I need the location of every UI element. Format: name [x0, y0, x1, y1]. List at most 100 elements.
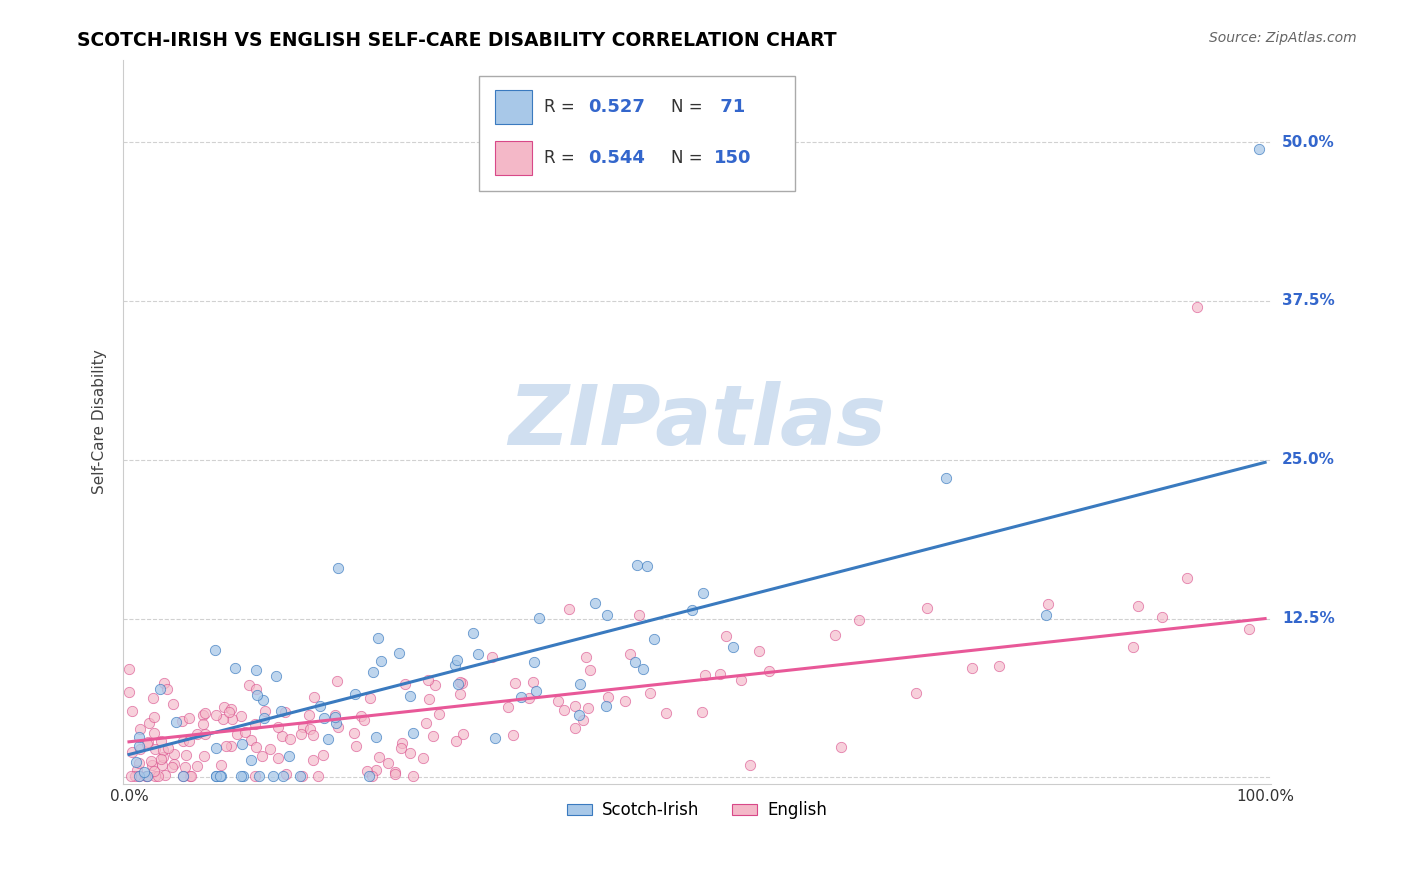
Point	[128, 730, 150, 744]
Point	[325, 709, 347, 723]
Point	[267, 751, 290, 765]
Point	[596, 607, 619, 622]
Point	[174, 748, 197, 763]
Point	[447, 677, 470, 691]
Point	[595, 699, 617, 714]
Point	[1249, 142, 1271, 156]
Point	[152, 676, 174, 690]
Point	[353, 713, 375, 727]
Point	[423, 678, 446, 692]
Point	[204, 707, 226, 722]
Point	[205, 769, 228, 783]
Point	[366, 763, 388, 777]
Point	[262, 769, 284, 783]
Point	[150, 751, 173, 765]
Point	[128, 739, 150, 754]
Point	[387, 646, 409, 660]
Point	[250, 748, 273, 763]
Point	[245, 716, 267, 731]
Point	[124, 769, 146, 783]
Point	[121, 745, 143, 759]
Point	[253, 711, 276, 725]
Text: 37.5%: 37.5%	[1282, 293, 1334, 309]
Point	[449, 687, 471, 701]
Point	[225, 726, 247, 740]
Point	[357, 769, 380, 783]
Text: 150: 150	[714, 149, 752, 167]
Point	[177, 734, 200, 748]
Point	[193, 707, 215, 722]
Point	[193, 726, 215, 740]
Point	[172, 734, 194, 748]
Point	[412, 750, 434, 764]
Point	[143, 769, 166, 783]
Point	[446, 653, 468, 667]
Point	[302, 690, 325, 704]
Point	[1237, 622, 1260, 636]
Point	[391, 741, 413, 756]
Point	[163, 757, 186, 772]
Point	[246, 688, 269, 702]
Y-axis label: Self-Care Disability: Self-Care Disability	[93, 350, 107, 494]
Point	[218, 705, 240, 719]
Point	[271, 729, 294, 743]
Point	[274, 705, 297, 719]
Point	[444, 658, 467, 673]
Point	[259, 741, 281, 756]
Point	[120, 769, 142, 783]
Point	[415, 716, 437, 731]
Point	[427, 707, 450, 722]
Point	[245, 663, 267, 677]
Point	[422, 729, 444, 743]
Point	[186, 727, 208, 741]
Point	[623, 655, 645, 669]
Point	[205, 740, 228, 755]
Point	[254, 704, 277, 718]
Point	[1152, 610, 1174, 624]
Point	[243, 769, 266, 783]
Point	[205, 769, 228, 783]
Text: 50.0%: 50.0%	[1282, 135, 1334, 150]
Point	[136, 737, 159, 751]
Text: N =: N =	[671, 149, 707, 167]
Point	[249, 769, 271, 783]
Point	[484, 731, 506, 745]
Point	[128, 769, 150, 783]
Point	[162, 697, 184, 711]
Point	[848, 613, 870, 627]
Point	[326, 674, 349, 689]
Point	[391, 736, 413, 750]
Point	[643, 632, 665, 646]
Point	[179, 711, 201, 725]
FancyBboxPatch shape	[495, 90, 531, 124]
Point	[568, 707, 591, 722]
Point	[252, 693, 274, 707]
Point	[758, 664, 780, 678]
Point	[1035, 608, 1057, 623]
Point	[693, 668, 716, 682]
Point	[1126, 599, 1149, 614]
Point	[830, 740, 852, 755]
Point	[361, 665, 384, 680]
Point	[118, 662, 141, 676]
Point	[149, 681, 172, 696]
Point	[156, 740, 179, 755]
Point	[359, 691, 381, 706]
Point	[156, 681, 179, 696]
Point	[163, 747, 186, 761]
Point	[915, 601, 938, 615]
Point	[152, 750, 174, 764]
Point	[579, 664, 602, 678]
Point	[302, 753, 325, 767]
Point	[748, 643, 770, 657]
Point	[143, 741, 166, 756]
Point	[229, 709, 252, 723]
Point	[344, 687, 367, 701]
Point	[547, 694, 569, 708]
Point	[172, 714, 194, 728]
Text: 12.5%: 12.5%	[1282, 611, 1334, 626]
Point	[135, 769, 157, 783]
Point	[384, 765, 406, 780]
Point	[194, 706, 217, 720]
Point	[191, 717, 214, 731]
